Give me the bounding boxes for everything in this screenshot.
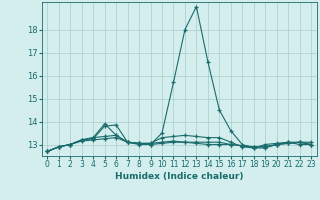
X-axis label: Humidex (Indice chaleur): Humidex (Indice chaleur) — [115, 172, 244, 181]
